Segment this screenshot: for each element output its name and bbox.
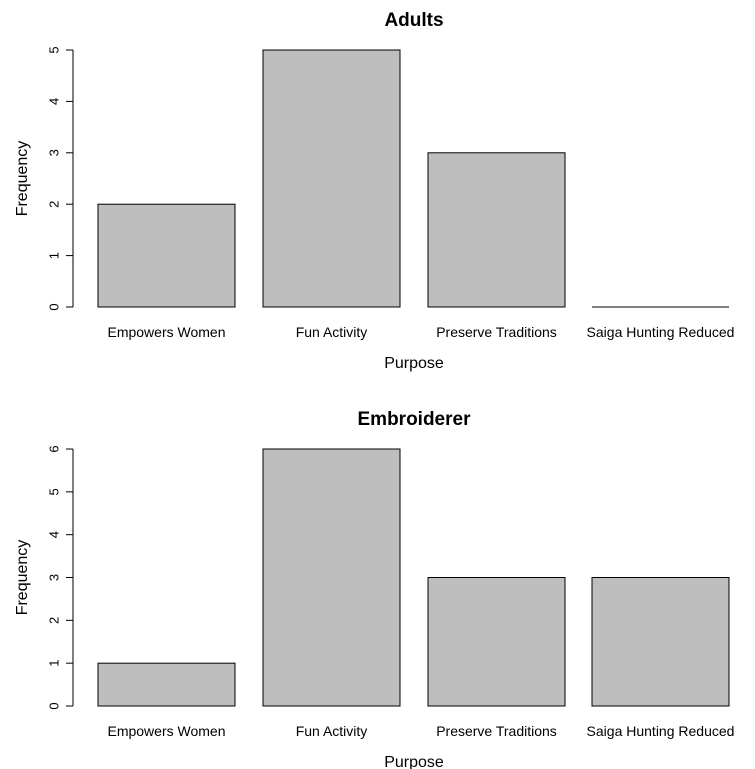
bar — [427, 577, 566, 707]
chart-panel-embroiderer: Embroiderer Purpose Frequency 0 1 2 3 4 5 6 Em… — [14, 409, 734, 769]
y-tick-label: 2 — [47, 617, 62, 624]
x-category-label: Empowers Women — [107, 723, 225, 739]
bar — [591, 577, 730, 707]
y-axis-label: Frequency — [14, 540, 31, 616]
x-category-label: Fun Activity — [296, 723, 368, 739]
bar — [97, 662, 236, 707]
x-axis-categories: Empowers Women Fun Activity Preserve Tradi… — [107, 723, 734, 739]
x-category-label: Empowers Women — [107, 324, 225, 340]
x-axis-categories: Empowers Women Fun Activity Preserve Tradi… — [107, 324, 734, 340]
y-tick-label: 2 — [47, 201, 62, 208]
bar-group — [97, 49, 729, 308]
x-category-label: Fun Activity — [296, 324, 368, 340]
y-axis: 0 1 2 3 4 5 — [47, 46, 74, 311]
x-axis-label: Purpose — [384, 754, 444, 769]
chart-title: Embroiderer — [358, 409, 472, 430]
y-tick-label: 4 — [47, 98, 62, 105]
y-tick-label: 1 — [47, 252, 62, 259]
x-category-label: Preserve Traditions — [436, 324, 557, 340]
x-axis-label: Purpose — [384, 355, 444, 372]
x-category-label: Preserve Traditions — [436, 723, 557, 739]
y-tick-label: 4 — [47, 531, 62, 538]
x-category-label: Saiga Hunting Reduced — [587, 723, 735, 739]
bar — [427, 152, 566, 308]
x-category-label: Saiga Hunting Reduced — [587, 324, 735, 340]
bar-group — [97, 448, 730, 707]
y-tick-label: 0 — [47, 303, 62, 310]
y-tick-label: 1 — [47, 660, 62, 667]
chart-panel-adults: Adults Purpose Frequency 0 1 2 3 4 5 Empowers… — [14, 10, 734, 372]
bar — [97, 203, 236, 308]
y-tick-label: 3 — [47, 574, 62, 581]
y-tick-label: 5 — [47, 46, 62, 53]
y-tick-label: 3 — [47, 149, 62, 156]
y-axis-label: Frequency — [14, 141, 31, 217]
bar — [262, 49, 401, 308]
y-axis: 0 1 2 3 4 5 6 — [47, 445, 74, 710]
y-tick-label: 0 — [47, 702, 62, 709]
y-tick-label: 5 — [47, 488, 62, 495]
chart-title: Adults — [384, 10, 443, 31]
y-tick-label: 6 — [47, 445, 62, 452]
bar — [262, 448, 401, 707]
